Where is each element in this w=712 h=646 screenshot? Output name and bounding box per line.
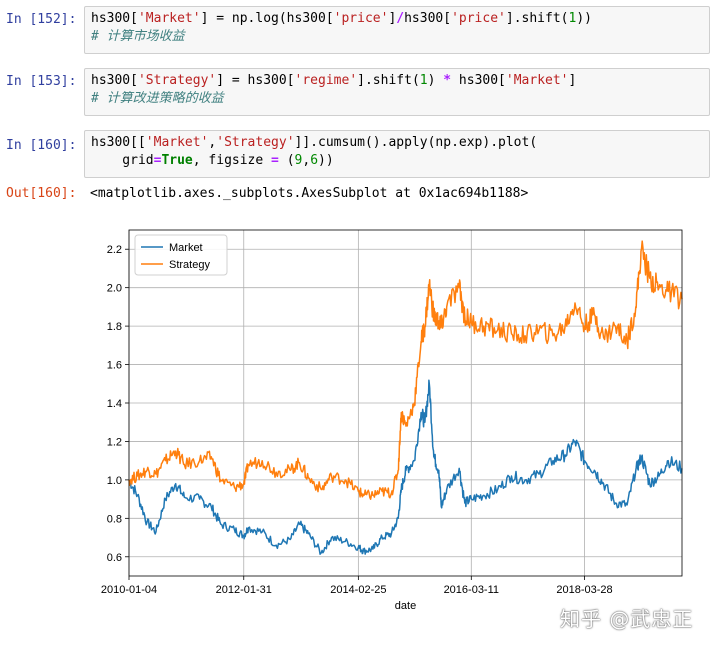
x-axis-label: date [395,600,416,612]
code-token: 9 [294,153,303,168]
y-tick-label: 1.2 [107,436,122,448]
y-tick-label: 0.8 [107,513,122,525]
axes-frame [128,229,683,577]
x-tick-label: 2014-02-25 [330,584,386,596]
input-prompt: In [153]: [6,74,77,89]
x-tick-label: 2016-03-11 [444,584,499,596]
input-prompt: In [160]: [6,138,77,153]
code-token: 'Market' [505,73,569,88]
code-token: 'price' [451,11,506,26]
code-token: hs300[ [451,73,506,88]
code-token: )) [318,153,334,168]
code-input[interactable]: hs300[['Market','Strategy']].cumsum().ap… [84,130,710,178]
code-token: # 计算市场收益 [91,29,185,44]
code-line: hs300['Strategy'] = hs300['regime'].shif… [85,72,709,90]
y-tick-label: 1.6 [107,360,122,372]
code-token: ] = hs300[ [216,73,295,88]
y-tick-label: 1.8 [107,321,122,333]
code-token: # 计算改进策略的收益 [91,91,224,106]
y-tick-label: 0.6 [107,552,122,564]
code-token: , [208,135,217,150]
y-tick-label: 2.0 [107,283,122,295]
legend-label: Market [169,242,203,254]
code-token: ]].cumsum().apply(np.exp).plot( [294,135,538,150]
code-token: ].shift( [357,73,420,88]
code-token: 'Market' [137,11,201,26]
watermark: 知乎 @武忠正 [560,607,694,631]
code-token: ].shift( [505,11,569,26]
output-prompt: Out[160]: [6,186,77,201]
notebook-cell-152[interactable]: In [152]: hs300['Market'] = np.log(hs300… [0,6,712,54]
code-token: / [396,11,405,26]
notebook-cell-160[interactable]: In [160]: hs300[['Market','Strategy']].c… [0,130,712,178]
code-token: hs300[ [91,73,138,88]
code-token: 1 [568,11,577,26]
series-line-strategy [128,240,683,500]
legend-box [134,234,228,276]
code-token: , figsize [192,153,272,168]
line-chart: 0.6 0.8 1.0 1.2 1.4 1.6 1.8 2.0 2.2 2010-01-04 201… [101,229,683,612]
code-token: = [271,153,279,168]
code-token: 'price' [333,11,389,26]
code-token: * [443,73,452,88]
code-token: hs300[ [91,11,138,26]
code-token: 'Strategy' [137,73,217,88]
code-token: True [161,153,193,168]
code-token: 'Market' [145,135,209,150]
code-line: # 计算市场收益 [85,28,709,46]
code-token: 6 [310,153,319,168]
code-token: )) [576,11,592,26]
y-tick-label: 2.2 [107,244,122,256]
code-token: 'regime' [294,73,358,88]
code-token: ] [388,11,397,26]
code-token: ) [427,73,444,88]
x-tick-label: 2018-03-28 [556,584,612,596]
notebook-cell-153[interactable]: In [153]: hs300['Strategy'] = hs300['reg… [0,68,712,116]
code-token: 1 [419,73,428,88]
code-token: ] [568,73,577,88]
code-line: grid=True, figsize = (9,6)) [85,152,709,170]
code-input[interactable]: hs300['Strategy'] = hs300['regime'].shif… [84,68,710,116]
code-token: ( [278,153,295,168]
code-token: = [153,153,162,168]
code-token: hs300[ [404,11,452,26]
legend-label: Strategy [169,259,210,271]
code-line: # 计算改进策略的收益 [85,90,709,108]
output-text: <matplotlib.axes._subplots.AxesSubplot a… [90,186,529,201]
code-token: grid [91,153,154,168]
x-tick-label: 2012-01-31 [216,584,272,596]
code-line: hs300[['Market','Strategy']].cumsum().ap… [85,134,709,152]
code-token: , [302,153,311,168]
input-prompt: In [152]: [6,12,77,27]
code-token: 'Strategy' [216,135,295,150]
code-line: hs300['Market'] = np.log(hs300['price']/… [85,10,709,28]
code-input[interactable]: hs300['Market'] = np.log(hs300['price']/… [84,6,710,54]
series-line-market [128,379,683,555]
code-token: hs300[[ [91,135,146,150]
x-tick-label: 2010-01-04 [101,584,157,596]
y-tick-label: 1.4 [107,398,122,410]
y-tick-label: 1.0 [107,475,122,487]
code-token: ] = np.log(hs300[ [200,11,334,26]
